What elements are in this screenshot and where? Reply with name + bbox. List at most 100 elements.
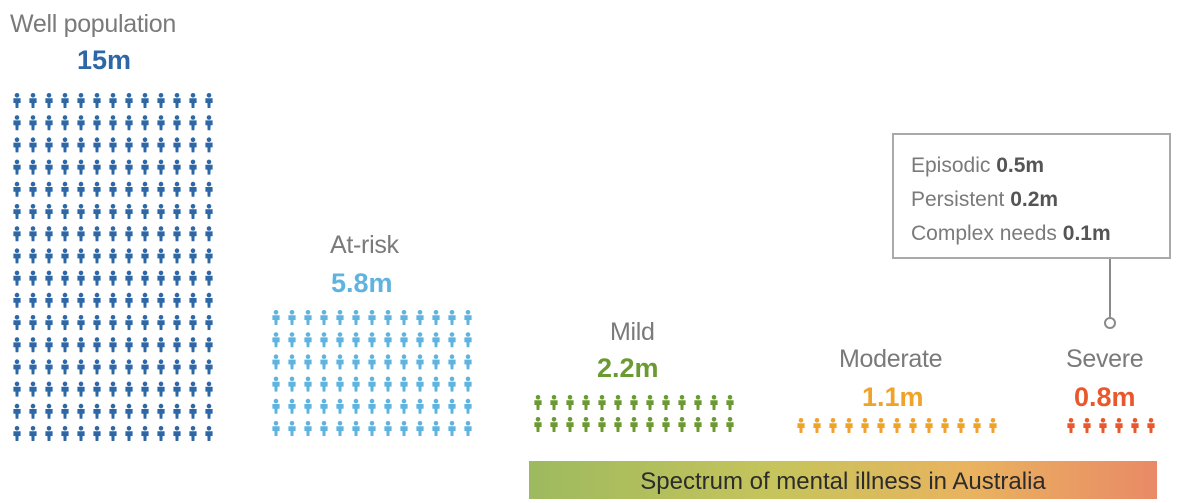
- mild-figure-grid: [534, 395, 734, 432]
- person-icon: [694, 395, 702, 410]
- person-icon: [464, 398, 472, 414]
- person-icon: [45, 226, 53, 242]
- person-icon: [189, 270, 197, 286]
- person-icon: [61, 426, 69, 441]
- person-icon: [368, 354, 376, 370]
- person-icon: [61, 204, 69, 219]
- person-icon: [416, 398, 424, 414]
- person-icon: [710, 395, 718, 410]
- person-icon: [77, 270, 85, 286]
- person-icon: [189, 381, 197, 397]
- person-icon: [368, 398, 376, 414]
- person-icon: [173, 292, 181, 308]
- person-icon: [109, 315, 117, 330]
- person-icon: [384, 421, 392, 436]
- person-icon: [550, 417, 558, 432]
- person-icon: [352, 332, 360, 348]
- person-icon: [272, 376, 280, 392]
- person-icon: [582, 417, 590, 432]
- person-icon: [93, 403, 101, 419]
- person-icon: [77, 337, 85, 353]
- person-icon: [93, 115, 101, 131]
- callout-complex-needs-label: Complex needs: [911, 222, 1057, 245]
- person-icon: [205, 270, 213, 286]
- person-icon: [1099, 418, 1107, 433]
- person-icon: [432, 310, 440, 325]
- mild-label: Mild: [610, 318, 655, 346]
- person-icon: [109, 93, 117, 108]
- person-icon: [93, 426, 101, 441]
- person-icon: [1147, 418, 1155, 433]
- person-icon: [845, 418, 853, 433]
- person-icon: [304, 354, 312, 370]
- person-icon: [173, 426, 181, 441]
- person-icon: [13, 292, 21, 308]
- person-icon: [582, 395, 590, 410]
- well-population-figures: [9, 93, 217, 442]
- person-icon: [61, 359, 69, 375]
- person-icon: [61, 403, 69, 419]
- person-icon: [13, 115, 21, 131]
- person-icon: [173, 315, 181, 330]
- person-icon: [45, 204, 53, 219]
- person-icon: [534, 395, 542, 410]
- person-icon: [662, 395, 670, 410]
- person-icon: [93, 159, 101, 175]
- person-icon: [205, 204, 213, 219]
- person-icon: [189, 137, 197, 153]
- person-icon: [173, 270, 181, 286]
- person-icon: [272, 421, 280, 436]
- mild-figures: [530, 395, 738, 433]
- person-icon: [157, 337, 165, 353]
- person-icon: [157, 204, 165, 219]
- person-icon: [368, 310, 376, 325]
- person-icon: [288, 376, 296, 392]
- person-icon: [205, 315, 213, 330]
- person-icon: [77, 226, 85, 242]
- person-icon: [157, 181, 165, 197]
- person-icon: [861, 418, 869, 433]
- person-icon: [125, 315, 133, 330]
- person-icon: [13, 381, 21, 397]
- person-icon: [93, 226, 101, 242]
- person-icon: [646, 395, 654, 410]
- person-icon: [448, 376, 456, 392]
- person-icon: [464, 421, 472, 436]
- person-icon: [93, 137, 101, 153]
- person-icon: [157, 292, 165, 308]
- person-icon: [141, 381, 149, 397]
- person-icon: [93, 93, 101, 108]
- person-icon: [368, 376, 376, 392]
- person-icon: [384, 354, 392, 370]
- person-icon: [109, 270, 117, 286]
- person-icon: [77, 315, 85, 330]
- person-icon: [173, 181, 181, 197]
- person-icon: [157, 115, 165, 131]
- person-icon: [288, 332, 296, 348]
- callout-persistent: Persistent 0.2m: [911, 183, 1169, 217]
- person-icon: [29, 226, 37, 242]
- person-icon: [662, 417, 670, 432]
- person-icon: [13, 337, 21, 353]
- person-icon: [189, 93, 197, 108]
- atrisk-figure-grid: [272, 310, 472, 436]
- person-icon: [384, 376, 392, 392]
- person-icon: [448, 332, 456, 348]
- person-icon: [797, 418, 805, 433]
- person-icon: [320, 421, 328, 436]
- person-icon: [13, 159, 21, 175]
- person-icon: [726, 417, 734, 432]
- person-icon: [189, 426, 197, 441]
- person-icon: [320, 376, 328, 392]
- person-icon: [109, 381, 117, 397]
- person-icon: [189, 403, 197, 419]
- person-icon: [829, 418, 837, 433]
- person-icon: [173, 93, 181, 108]
- person-icon: [61, 181, 69, 197]
- person-icon: [205, 248, 213, 264]
- person-icon: [29, 359, 37, 375]
- person-icon: [157, 248, 165, 264]
- person-icon: [125, 426, 133, 441]
- person-icon: [614, 395, 622, 410]
- at-risk-figures: [268, 310, 476, 437]
